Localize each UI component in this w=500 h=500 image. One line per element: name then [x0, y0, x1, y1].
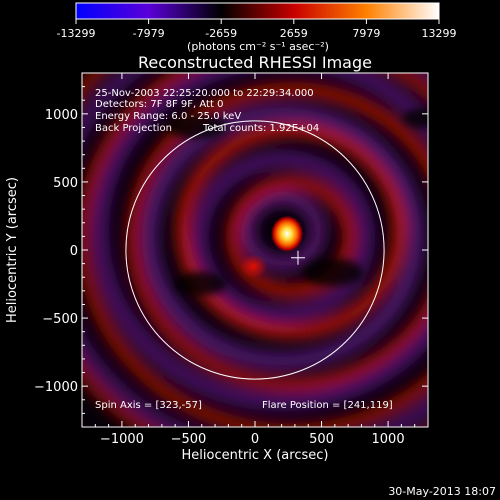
- y-tick-label: 0: [70, 244, 78, 259]
- colorbar-tick-label: 7979: [352, 27, 380, 40]
- x-tick-label: −1000: [100, 432, 144, 447]
- y-axis-label: Heliocentric Y (arcsec): [5, 177, 20, 323]
- y-axis-ticks: −1000 −500 0 500 1000: [34, 86, 428, 414]
- colorbar-tick-labels: -13299 -7979 -2659 2659 7979 13299: [57, 27, 457, 40]
- heatmap-dark-patch: [402, 108, 428, 129]
- x-axis-label: Heliocentric X (arcsec): [182, 448, 329, 463]
- heatmap-ring: [175, 122, 407, 339]
- y-tick-label: 1000: [45, 108, 78, 123]
- solar-limb-circle: [125, 120, 385, 380]
- y-tick-label: −500: [42, 312, 78, 327]
- flare-position-annotation: Flare Position = [241,119]: [262, 400, 393, 411]
- flare-source: [271, 215, 304, 252]
- heatmap-ring: [126, 82, 428, 392]
- heatmap-ring: [225, 175, 357, 299]
- x-tick-label: 1000: [372, 432, 405, 447]
- x-tick-label: −500: [171, 432, 207, 447]
- heatmap-ring: [140, 103, 426, 370]
- spin-axis-marker: [290, 250, 305, 265]
- colorbar-tick-label: -13299: [57, 27, 96, 40]
- detectors-annotation: Detectors: 7F 8F 9F, Att 0: [95, 99, 223, 110]
- heatmap-dark-patch: [303, 258, 364, 287]
- footer-date: 30-May-2013 18:07: [388, 485, 496, 498]
- colorbar-unit-label: (photons cm⁻² s⁻¹ asec⁻²): [187, 40, 329, 53]
- colorbar-tick-label: 13299: [422, 27, 457, 40]
- heatmap-ring: [190, 150, 376, 324]
- heatmap-dark-patch: [174, 271, 227, 296]
- colorbar-tick-label: -2659: [205, 27, 237, 40]
- y-tick-label: 500: [53, 176, 78, 191]
- colorbar-tick-label: 2659: [280, 27, 308, 40]
- x-tick-label: 0: [251, 432, 259, 447]
- method-annotation: Back Projection: [95, 123, 172, 134]
- colorbar: [75, 2, 440, 20]
- colorbar-ticks: [75, 19, 440, 24]
- heatmap-ring: [239, 189, 327, 272]
- secondary-source: [239, 254, 268, 279]
- x-axis-ticks: −1000 −500 0 500 1000: [94, 73, 416, 447]
- heatmap-dark-patch: [167, 114, 228, 139]
- x-tick-label: 500: [309, 432, 334, 447]
- chart-title: Reconstructed RHESSI Image: [138, 53, 372, 72]
- colorbar-tick-label: -7979: [133, 27, 165, 40]
- spin-axis-annotation: Spin Axis = [323,-57]: [95, 400, 202, 411]
- y-tick-label: −1000: [34, 380, 78, 395]
- time-range-annotation: 25-Nov-2003 22:25:20.000 to 22:29:34.000: [95, 88, 314, 99]
- dark-streaks: [167, 108, 428, 296]
- heatmap-ring: [91, 73, 428, 411]
- energy-range-annotation: Energy Range: 6.0 - 25.0 keV: [95, 111, 241, 122]
- total-counts-annotation: Total counts: 1.92E+04: [202, 123, 319, 134]
